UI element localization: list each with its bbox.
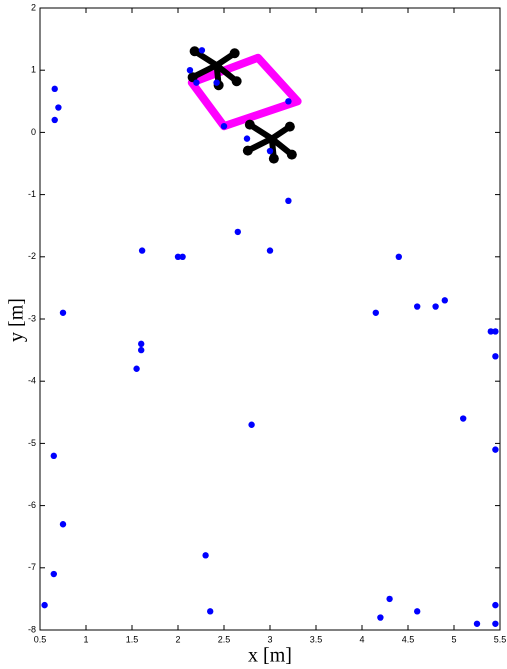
point (59, 521, 67, 528)
plot-box (39, 7, 501, 631)
y-tick-label: -1 (28, 189, 36, 199)
x-tick-label: 3.5 (310, 634, 323, 644)
robot (242, 119, 297, 164)
point (207, 608, 214, 615)
point (138, 340, 145, 348)
x-tick-label: 2 (175, 634, 180, 644)
point (492, 353, 499, 360)
point (193, 79, 200, 86)
point (266, 147, 274, 155)
trajectory (187, 53, 302, 131)
x-tick-label: 4.5 (402, 634, 415, 644)
point (414, 608, 421, 615)
point (285, 197, 292, 205)
robot-rotor (286, 149, 297, 160)
y-tick-label: 1 (31, 65, 36, 75)
x-tick-label: 1 (83, 634, 88, 644)
point (285, 98, 292, 105)
point (213, 79, 220, 86)
x-tick-label: 5 (451, 634, 456, 644)
y-tick-label: -3 (28, 313, 36, 323)
y-tick-label: -7 (28, 562, 36, 572)
point (179, 253, 186, 260)
point (487, 328, 494, 335)
y-tick-label: -2 (28, 251, 36, 261)
point (138, 247, 146, 254)
point (243, 135, 251, 142)
point (133, 365, 140, 372)
point (186, 67, 194, 74)
point (198, 47, 206, 54)
x-tick-label: 3 (267, 634, 272, 644)
point (220, 122, 228, 130)
point (432, 303, 439, 310)
point (395, 253, 402, 260)
robot-rotor (244, 119, 255, 130)
point (372, 309, 379, 316)
y-tick-label: -6 (28, 500, 36, 510)
y-axis-label: y [m] (6, 298, 28, 342)
point (473, 620, 481, 627)
robot-rotor (229, 48, 240, 59)
y-tick-label: -5 (28, 438, 36, 448)
point (248, 421, 255, 428)
point (377, 614, 384, 621)
y-tick-label: 2 (31, 2, 36, 12)
point (492, 446, 499, 453)
point (492, 328, 499, 335)
y-tick-label: 0 (31, 127, 36, 137)
point (386, 595, 393, 603)
point (41, 601, 48, 609)
robot-rotor (268, 153, 279, 164)
point (492, 620, 499, 627)
x-tick-label: 4 (359, 634, 364, 644)
point (50, 452, 57, 460)
point (59, 309, 67, 316)
point (55, 104, 62, 111)
point (441, 297, 448, 304)
point (460, 415, 467, 422)
robot-rotor (231, 76, 242, 87)
x-tick-label: 1.5 (126, 634, 139, 644)
y-tick-label: -8 (28, 624, 36, 634)
point (234, 228, 241, 236)
robot-rotor (189, 46, 200, 57)
point (51, 116, 58, 124)
point (414, 303, 421, 310)
point (50, 570, 57, 578)
point (202, 552, 209, 559)
robot-rotor (242, 145, 253, 156)
robot-rotor (284, 121, 295, 132)
x-tick-label: 2.5 (218, 634, 231, 644)
point (51, 85, 58, 93)
x-tick-label: 5.5 (494, 634, 507, 644)
point (138, 346, 145, 354)
point (492, 601, 499, 609)
y-tick-label: -4 (28, 376, 36, 386)
point (266, 247, 274, 254)
point (174, 253, 182, 260)
x-tick-label: 0.5 (34, 634, 47, 644)
x-axis-label: x [m] (248, 645, 292, 667)
